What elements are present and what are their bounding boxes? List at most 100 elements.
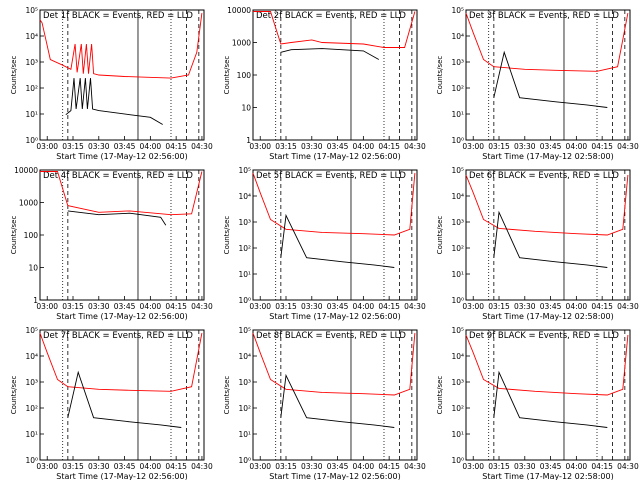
- x-tick-label: 03:00: [249, 462, 271, 471]
- x-tick-label: 04:30: [191, 462, 213, 471]
- series-line: [493, 50, 608, 108]
- y-tick-label: 10: [241, 104, 251, 113]
- x-tick-label: 03:30: [514, 302, 536, 311]
- y-tick-label: 10⁴: [451, 32, 464, 41]
- x-tick-label: 04:30: [404, 462, 426, 471]
- y-axis-label: Counts/sec: [10, 216, 18, 255]
- x-tick-label: 03:15: [275, 302, 297, 311]
- y-axis-label: Counts/sec: [223, 56, 231, 95]
- x-tick-label: 03:45: [540, 302, 562, 311]
- y-tick-label: 10²: [451, 84, 464, 93]
- y-axis-label: Counts/sec: [436, 56, 444, 95]
- x-axis-label: Start Time (17-May-12 02:58:00): [482, 312, 613, 321]
- y-tick-label: 1: [246, 136, 251, 145]
- series-line: [67, 370, 182, 428]
- x-tick-label: 03:30: [301, 142, 323, 151]
- series-line: [253, 11, 416, 48]
- y-tick-label: 10¹: [25, 110, 38, 119]
- series-line: [39, 13, 203, 79]
- plot-title: Det 5f BLACK = Events, RED = LLD: [256, 171, 406, 181]
- x-tick-label: 04:15: [591, 302, 613, 311]
- x-tick-label: 04:15: [165, 302, 187, 311]
- y-tick-label: 10¹: [238, 430, 251, 439]
- y-tick-label: 10⁰: [451, 456, 464, 465]
- y-tick-label: 10¹: [451, 110, 464, 119]
- y-tick-label: 10⁵: [451, 326, 464, 335]
- plot-panel: Det 2f BLACK = Events, RED = LLD 1 10 100 10…: [223, 6, 426, 161]
- y-tick-label: 10⁵: [238, 326, 251, 335]
- series-line: [280, 213, 395, 268]
- series-line: [280, 373, 395, 428]
- x-tick-label: 03:00: [36, 142, 58, 151]
- y-tick-label: 10²: [451, 404, 464, 413]
- y-axis-label: Counts/sec: [223, 376, 231, 415]
- y-tick-label: 10²: [25, 84, 38, 93]
- x-tick-label: 03:00: [462, 142, 484, 151]
- x-axis-label: Start Time (17-May-12 02:56:00): [269, 312, 400, 321]
- x-tick-label: 03:45: [327, 302, 349, 311]
- x-tick-label: 03:45: [540, 142, 562, 151]
- x-tick-label: 04:00: [353, 142, 375, 151]
- x-axis-label: Start Time (17-May-12 02:58:00): [482, 152, 613, 161]
- x-axis-label: Start Time (17-May-12 02:56:00): [269, 472, 400, 480]
- y-tick-label: 10: [28, 264, 38, 273]
- plot-panel: Det 4f BLACK = Events, RED = LLD 1 10 100 10…: [10, 166, 213, 321]
- plot-frame: [252, 329, 418, 461]
- x-tick-label: 03:45: [327, 142, 349, 151]
- x-axis-label: Start Time (17-May-12 02:56:00): [56, 152, 187, 161]
- y-tick-label: 10³: [451, 58, 464, 67]
- x-tick-label: 03:15: [275, 462, 297, 471]
- x-tick-label: 04:00: [566, 462, 588, 471]
- x-tick-label: 04:00: [566, 302, 588, 311]
- x-axis-label: Start Time (17-May-12 02:56:00): [56, 312, 187, 321]
- y-tick-label: 10⁵: [238, 166, 251, 175]
- y-tick-label: 1000: [232, 39, 251, 48]
- x-tick-label: 03:00: [462, 302, 484, 311]
- plot-title: Det 1f BLACK = Events, RED = LLD: [43, 11, 193, 21]
- y-tick-label: 10³: [451, 218, 464, 227]
- x-tick-label: 03:45: [327, 462, 349, 471]
- y-axis-label: Counts/sec: [10, 376, 18, 415]
- x-tick-label: 03:30: [88, 142, 110, 151]
- x-tick-label: 03:30: [301, 462, 323, 471]
- y-tick-label: 10²: [451, 244, 464, 253]
- x-tick-label: 03:15: [62, 302, 84, 311]
- x-tick-label: 03:00: [249, 302, 271, 311]
- series-line: [65, 78, 163, 125]
- y-tick-label: 10⁵: [25, 326, 38, 335]
- plot-title: Det 4f BLACK = Events, RED = LLD: [43, 171, 193, 181]
- plot-title: Det 7f BLACK = Events, RED = LLD: [43, 331, 193, 341]
- y-tick-label: 10⁵: [25, 6, 38, 15]
- x-tick-label: 04:00: [140, 462, 162, 471]
- plot-frame: [465, 169, 631, 301]
- x-tick-label: 03:00: [249, 142, 271, 151]
- y-axis-label: Counts/sec: [223, 216, 231, 255]
- x-tick-label: 03:15: [488, 302, 510, 311]
- y-axis-label: Counts/sec: [436, 376, 444, 415]
- x-tick-label: 03:30: [514, 142, 536, 151]
- x-tick-label: 03:45: [114, 302, 136, 311]
- plot-title: Det 9f BLACK = Events, RED = LLD: [469, 331, 619, 341]
- x-tick-label: 04:30: [191, 302, 213, 311]
- y-tick-label: 10⁴: [238, 352, 251, 361]
- series-line: [252, 172, 416, 236]
- y-tick-label: 100: [237, 71, 252, 80]
- plot-frame: [39, 169, 205, 301]
- x-tick-label: 04:30: [617, 462, 639, 471]
- x-tick-label: 04:15: [378, 302, 400, 311]
- x-tick-label: 03:15: [62, 142, 84, 151]
- series-line: [67, 210, 167, 226]
- y-tick-label: 10³: [238, 378, 251, 387]
- y-tick-label: 10⁴: [25, 352, 38, 361]
- y-tick-label: 10⁰: [451, 136, 464, 145]
- x-axis-label: Start Time (17-May-12 02:56:00): [269, 152, 400, 161]
- plot-panel: Det 3f BLACK = Events, RED = LLD 10⁰ 10¹ 10…: [436, 6, 639, 161]
- x-tick-label: 04:30: [191, 142, 213, 151]
- x-axis-label: Start Time (17-May-12 02:58:00): [482, 472, 613, 480]
- y-tick-label: 10⁰: [25, 456, 38, 465]
- x-tick-label: 03:00: [462, 462, 484, 471]
- x-tick-label: 04:30: [404, 302, 426, 311]
- y-tick-label: 10000: [14, 166, 38, 175]
- x-tick-label: 04:15: [378, 142, 400, 151]
